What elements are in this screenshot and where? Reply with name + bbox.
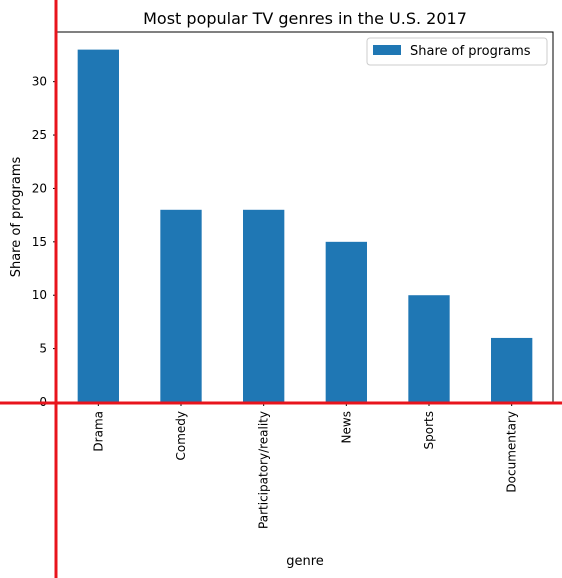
bar-drama [77,49,119,402]
axes-frame [56,31,554,403]
bar-documentary [491,337,533,402]
y-ticks: 051015202530 [32,75,57,409]
y-tick-label: 5 [39,342,47,356]
x-tick-label: News [339,411,353,443]
x-tick-label: Drama [91,411,105,452]
y-tick-label: 15 [32,235,47,249]
bar-sports [408,295,450,402]
y-tick-label: 20 [32,181,47,195]
chart-title: Most popular TV genres in the U.S. 2017 [143,9,467,28]
x-ticks: Drama Comedy Participatory/reality News Spor… [91,402,519,529]
bars [77,49,533,402]
y-tick-label: 10 [32,288,47,302]
x-axis-label: genre [286,554,324,569]
legend-label-share-of-programs: Share of programs [410,44,531,59]
bar-participatory-reality [243,209,285,402]
legend: Share of programs [366,37,548,66]
x-tick-label: Comedy [174,411,188,461]
x-tick-label: Participatory/reality [257,411,271,529]
plot-area: 051015202530 DramaComedyParticipatory/re… [32,31,554,529]
bar-news [325,241,367,402]
y-tick-label: 25 [32,128,47,142]
y-axis-label: Share of programs [9,156,24,277]
y-tick-label: 30 [32,75,47,89]
x-tick-label: Sports [422,411,436,449]
legend-box [366,37,548,66]
x-tick-label: Documentary [505,411,519,493]
bar-comedy [160,209,202,402]
legend-swatch [373,45,401,55]
